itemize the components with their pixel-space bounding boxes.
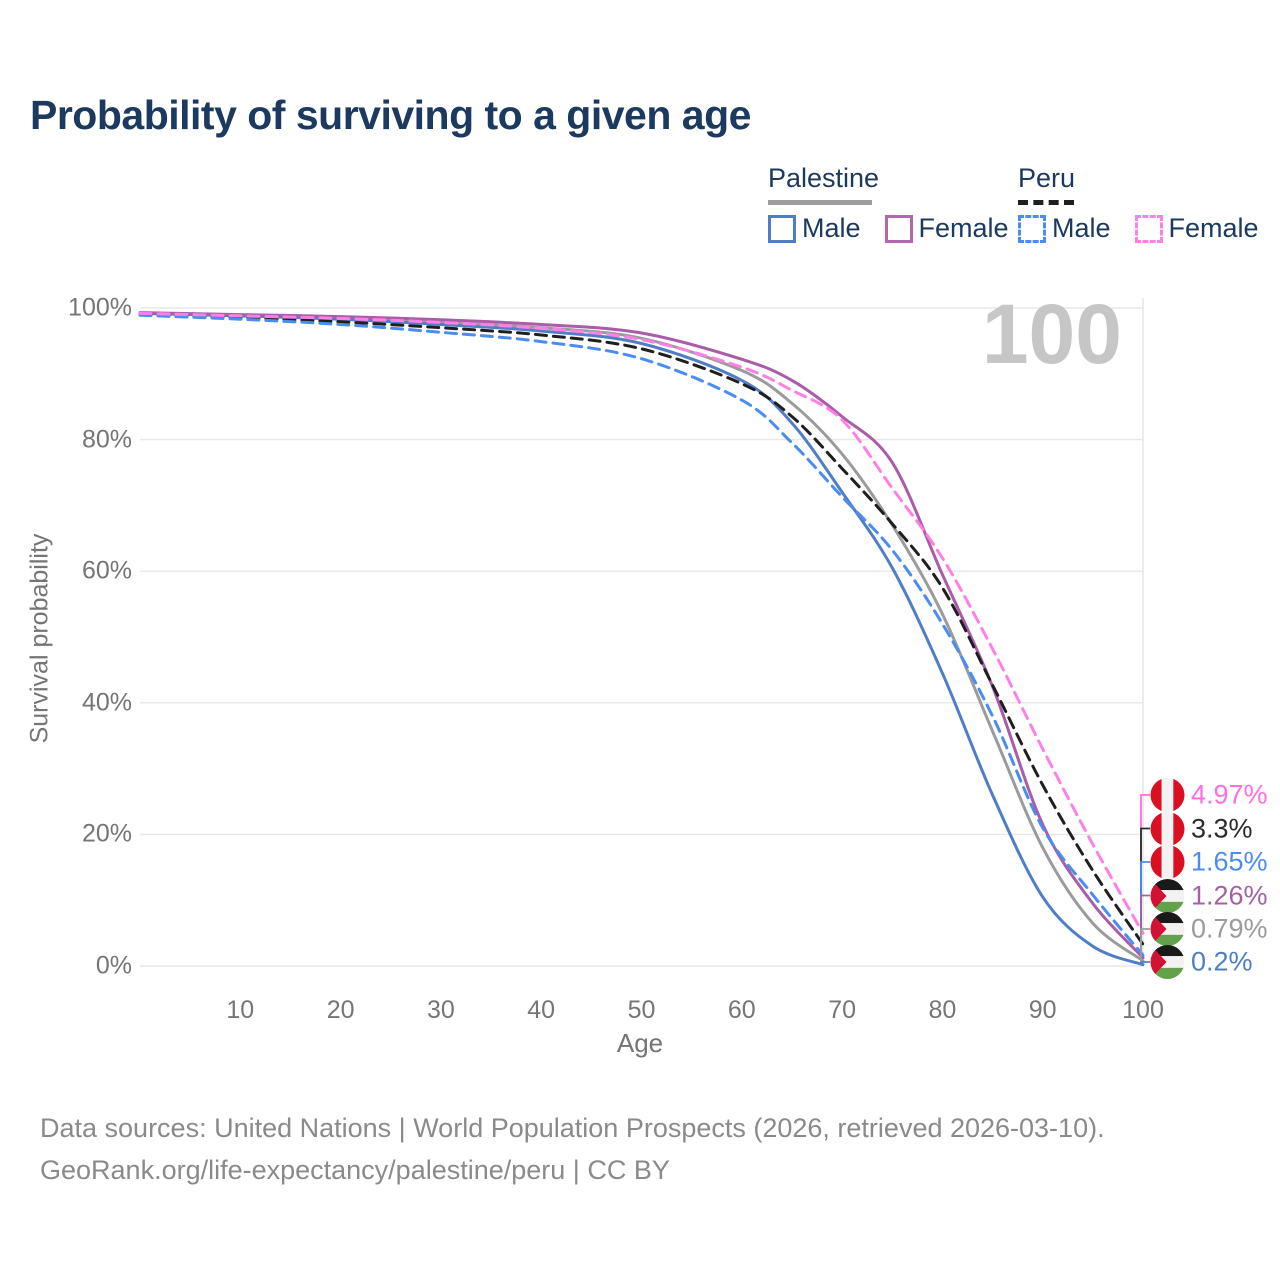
source-note: Data sources: United Nations | World Pop… [40,1108,1105,1192]
peru-male-swatch [1018,214,1046,243]
end-label-value: 3.3% [1191,813,1253,843]
x-tick-20: 20 [326,996,355,1024]
curve-peru-both-sexes [138,313,1145,946]
legend-country-label[interactable]: Palestine [768,163,880,193]
end-label-value: 1.65% [1191,846,1268,877]
end-label-value: 0.79% [1191,913,1268,944]
palestine-line-swatch [768,200,872,205]
end-label-connector [1140,961,1150,965]
y-tick-20: 20% [81,819,132,848]
peru-flag-icon [1150,844,1185,880]
end-label-value: 1.26% [1191,880,1268,910]
legend-group-peru: Peru Male Female [1018,163,1280,244]
legend-item-palestine-female[interactable]: Female [884,213,1009,244]
y-axis-title: Survival probability [25,533,54,744]
end-label-connector [1140,928,1150,961]
legend-country-label[interactable]: Peru [1018,163,1076,193]
x-tick-100: 100 [1122,996,1164,1024]
curve-peru-male [138,313,1145,957]
y-tick-100: 100% [68,293,132,322]
x-tick-80: 80 [928,996,957,1024]
y-tick-60: 60% [81,556,132,585]
palestine-male-swatch [768,214,796,243]
palestine-female-swatch [884,214,913,243]
legend-item-peru-male[interactable]: Male [1018,213,1111,244]
end-label-row: 4.97% [1150,777,1268,813]
end-label-value: 0.2% [1191,946,1253,977]
curve-palestine-both-sexes [138,311,1145,963]
page-title: Probability of surviving to a given age [30,92,751,138]
palestine-flag-icon [1150,944,1185,980]
end-label-row: 0.79% [1150,911,1268,947]
end-label-row: 0.2% [1150,944,1253,980]
legend-item-palestine-male[interactable]: Male [768,213,861,244]
y-tick-80: 80% [81,425,132,454]
x-axis-title: Age [616,1028,664,1058]
age-watermark: 100 [981,287,1122,381]
peru-flag-icon [1150,777,1185,813]
end-label-value: 4.97% [1191,779,1268,810]
source-line-2: GeoRank.org/life-expectancy/palestine/pe… [40,1154,670,1185]
end-label-row: 1.26% [1150,878,1268,913]
x-tick-40: 40 [527,996,556,1024]
source-line-1: Data sources: United Nations | World Pop… [40,1113,1105,1143]
x-tick-90: 90 [1028,996,1057,1024]
x-tick-60: 60 [727,996,756,1024]
end-label-row: 3.3% [1150,811,1253,846]
y-tick-0: 0% [95,951,132,980]
curve-palestine-female [138,311,1145,960]
x-tick-70: 70 [828,996,856,1024]
curve-peru-female [138,311,1145,935]
legend-group-palestine: Palestine Male Female [768,163,1033,244]
peru-flag-icon [1150,811,1185,846]
peru-female-swatch [1134,214,1163,243]
x-tick-50: 50 [627,996,656,1024]
legend-item-peru-female[interactable]: Female [1134,213,1259,244]
end-label-row: 1.65% [1150,844,1268,880]
peru-line-swatch [1018,200,1074,205]
palestine-flag-icon [1150,878,1185,913]
y-tick-40: 40% [81,688,132,717]
x-tick-30: 30 [426,996,455,1024]
palestine-flag-icon [1150,911,1185,947]
x-tick-10: 10 [226,996,255,1024]
curve-palestine-male [138,311,1145,967]
